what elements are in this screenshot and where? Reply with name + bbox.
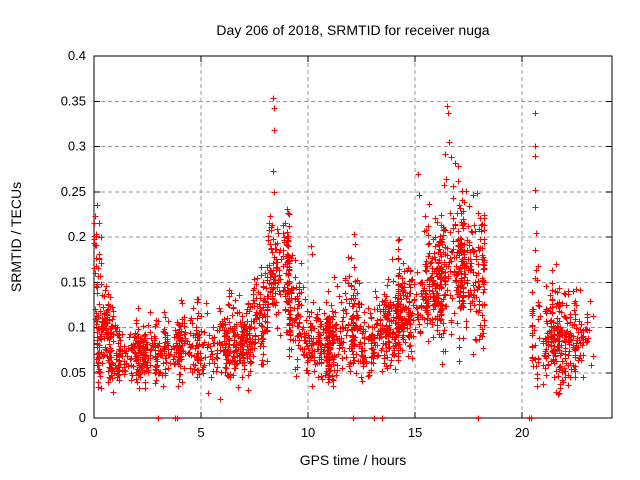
y-tick-label: 0.1 <box>68 320 86 335</box>
y-tick-label: 0.05 <box>61 365 86 380</box>
y-tick-label: 0.35 <box>61 93 86 108</box>
chart-title: Day 206 of 2018, SRMTID for receiver nug… <box>216 22 489 38</box>
y-tick-label: 0.25 <box>61 184 86 199</box>
y-tick-label: 0.4 <box>68 48 86 63</box>
data-points-layer <box>91 95 597 422</box>
x-tick-label: 15 <box>408 425 422 440</box>
data-points <box>91 95 597 422</box>
y-tick-label: 0.15 <box>61 274 86 289</box>
axis-tick-labels: 0 5 10 15 20 0 0.05 0.1 0.15 0.2 0.25 0.3 0.35 0.4 <box>61 48 530 440</box>
y-tick-label: 0.2 <box>68 229 86 244</box>
x-tick-label: 5 <box>197 425 204 440</box>
x-axis-label: GPS time / hours <box>300 452 407 468</box>
y-axis-label: SRMTID / TECUs <box>8 182 24 292</box>
x-tick-label: 10 <box>301 425 315 440</box>
y-tick-label: 0 <box>79 410 86 425</box>
y-tick-label: 0.3 <box>68 139 86 154</box>
x-tick-label: 0 <box>90 425 97 440</box>
x-tick-label: 20 <box>515 425 529 440</box>
